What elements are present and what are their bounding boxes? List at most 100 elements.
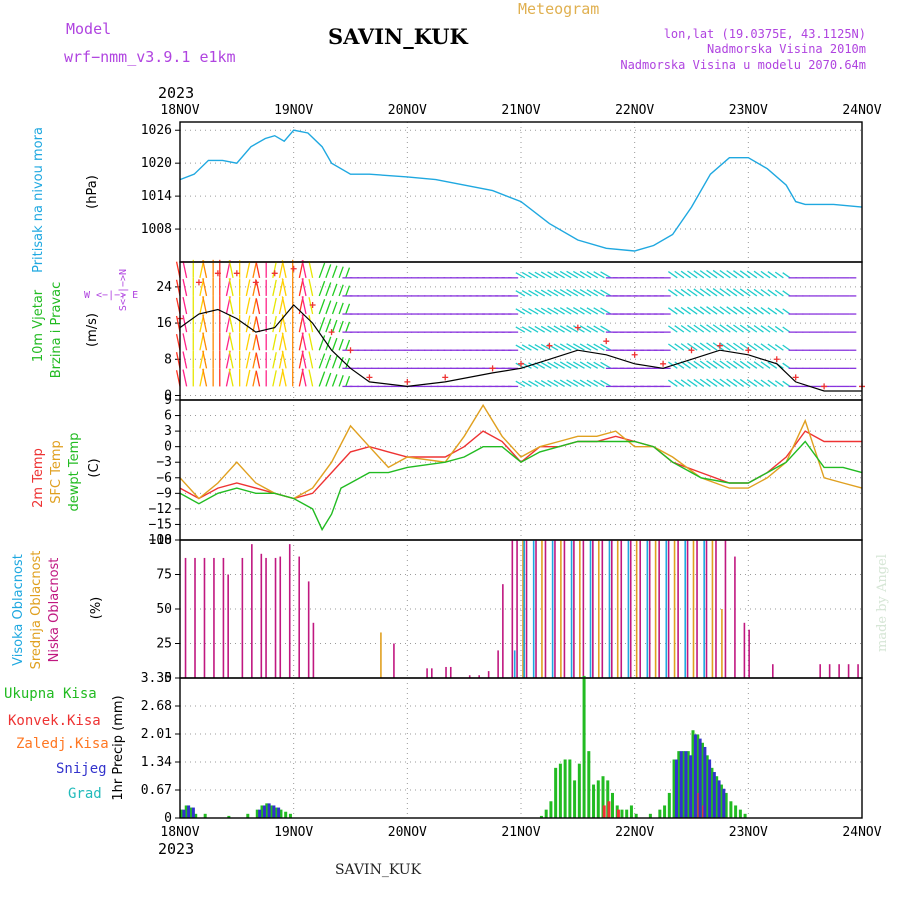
wind-arrow: [325, 372, 332, 387]
wind-arrow: [301, 368, 307, 387]
bar-niska-oblacnost: [279, 556, 282, 678]
bar-niska-oblacnost: [274, 557, 277, 678]
year-top: 2023: [158, 84, 194, 102]
wind-arrow: [674, 307, 685, 315]
wind-arrow: [202, 260, 208, 278]
wind-arrow: [782, 380, 791, 387]
bar-snijeg: [708, 759, 712, 818]
bar-snijeg: [191, 807, 195, 818]
wind-arrow: [680, 379, 691, 387]
bottom-day-label: 21NOV: [501, 825, 540, 840]
wind-arrow: [182, 351, 188, 369]
wind-dir-legend-ns: S<−|−>N: [118, 269, 129, 311]
wind-arrow: [281, 260, 287, 278]
wind-arrow: [586, 289, 599, 297]
gust-marker: [290, 265, 297, 272]
wind-arrow: [680, 324, 691, 333]
bar-srednja-oblacnost: [635, 540, 638, 678]
wind-arrow: [534, 289, 546, 297]
panel-precip: 3.35 2.68 2.01 1.34 0.67 0: [141, 671, 863, 826]
bar-ukupna-kisa: [610, 792, 614, 818]
bar-niska-oblacnost: [502, 584, 504, 678]
bar-snijeg: [267, 803, 271, 818]
wind-arrow: [680, 288, 691, 297]
wind-arrow: [579, 343, 592, 351]
bar-srednja-oblacnost: [380, 632, 382, 678]
wind-arrow: [593, 379, 605, 387]
bar-ukupna-kisa: [189, 807, 193, 818]
bar-ukupna-kisa: [734, 805, 738, 818]
top-day-labels: 18NOV 19NOV 20NOV 21NOV 22NOV 23NOV 24NOV: [160, 103, 881, 118]
bar-niska-oblacnost: [857, 664, 859, 678]
y-tick-label: 0: [164, 811, 172, 826]
y-tick-label: 100: [149, 533, 172, 548]
wind-arrow: [719, 342, 731, 351]
wind-arrow: [325, 264, 332, 279]
y-tick-label: 0: [164, 440, 172, 455]
y-tick-label: 8: [164, 352, 172, 367]
top-day-label: 21NOV: [501, 103, 540, 118]
wind-arrow: [782, 326, 791, 333]
wind-arrow: [712, 378, 725, 387]
bar-niska-oblacnost: [734, 556, 736, 678]
wind-arrow: [767, 271, 778, 279]
wind-arrow: [674, 270, 685, 279]
wind-arrow: [782, 362, 791, 369]
top-day-label: 19NOV: [274, 103, 313, 118]
wind-arrow: [573, 379, 585, 387]
wind-arrow: [547, 307, 559, 315]
y-tick-label: 1.34: [141, 755, 172, 770]
bar-ukupna-kisa: [203, 813, 207, 818]
precip-label-conv: Konvek.Kisa: [8, 713, 101, 729]
bar-srednja-oblacnost: [673, 540, 676, 678]
wind-arrow: [586, 271, 599, 279]
bar-ukupna-kisa: [227, 815, 231, 818]
wind-arrow: [338, 302, 344, 315]
wind-arrow: [566, 270, 579, 279]
wind-arrow: [540, 343, 552, 351]
wind-arrow: [521, 344, 532, 351]
wind-arrow: [593, 325, 605, 333]
wind-arrow: [760, 270, 771, 279]
wind-arrow: [767, 343, 778, 351]
bar-ukupna-kisa: [563, 759, 567, 818]
wind-arrow: [746, 324, 758, 333]
y-tick-label: 3.35: [141, 671, 172, 686]
wind-arrow: [202, 368, 208, 387]
bar-ukupna-kisa: [715, 776, 719, 818]
wind-arrow: [528, 289, 539, 297]
wind-arrow: [528, 307, 539, 315]
wind-arrow: [699, 270, 711, 279]
bar-snijeg: [182, 809, 186, 818]
bar-visoka-oblacnost: [646, 540, 649, 678]
wind-arrow: [528, 326, 539, 333]
bar-ukupna-kisa: [194, 813, 198, 818]
bar-niska-oblacnost: [667, 540, 670, 678]
bar-niska-oblacnost: [705, 540, 708, 678]
bar-niska-oblacnost: [554, 540, 556, 678]
bottom-day-label: 23NOV: [729, 825, 768, 840]
bar-niska-oblacnost: [743, 622, 746, 678]
wind-arrow: [726, 270, 738, 279]
wind-arrow: [579, 379, 592, 387]
wind-arrow: [331, 265, 338, 279]
bar-ukupna-kisa: [260, 805, 264, 818]
gust-marker: [518, 360, 524, 367]
year-bottom: 2023: [158, 840, 194, 858]
wind-arrow: [739, 306, 751, 315]
wind-arrow: [579, 307, 592, 315]
temp-label-dewpt: dewpt Temp: [67, 432, 82, 511]
bar-snijeg: [272, 805, 276, 818]
y-tick-label: 24: [156, 280, 172, 295]
wind-arrow: [687, 360, 698, 369]
wind-arrow: [706, 360, 718, 369]
wind-arrow: [593, 343, 605, 351]
wind-arrow: [746, 306, 758, 315]
wind-arrow: [693, 288, 705, 297]
wind-arrow: [521, 380, 532, 387]
wind-arrow: [245, 351, 251, 369]
wind-arrow: [515, 272, 526, 279]
wind-arrow: [680, 343, 691, 351]
wind-arrow: [318, 371, 326, 387]
